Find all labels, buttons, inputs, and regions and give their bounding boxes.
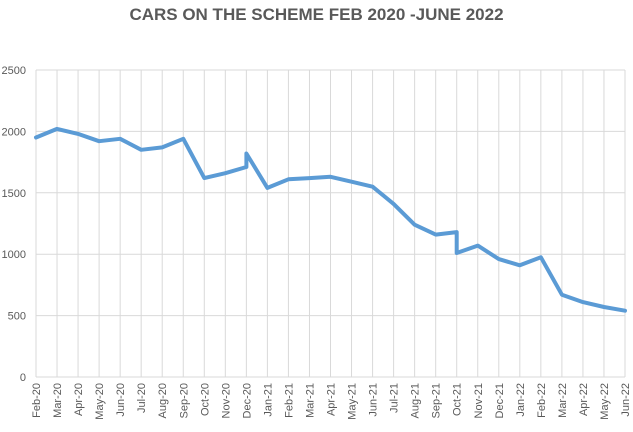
data-point <box>581 300 585 304</box>
data-point <box>476 244 480 248</box>
x-tick-label: Aug-20 <box>157 383 169 418</box>
data-point <box>55 127 59 131</box>
data-point <box>413 223 417 227</box>
data-point <box>181 137 185 141</box>
data-point <box>244 152 248 156</box>
data-point <box>139 148 143 152</box>
x-tick-label: May-22 <box>599 383 611 420</box>
x-tick-label: Jul-21 <box>389 383 401 413</box>
x-tick-label: Sep-20 <box>178 383 190 418</box>
x-tick-label: Apr-20 <box>73 383 85 416</box>
x-tick-label: Jun-21 <box>368 383 380 417</box>
data-point <box>497 257 501 261</box>
x-tick-label: Nov-20 <box>220 383 232 418</box>
data-point <box>202 176 206 180</box>
x-tick-label: Dec-21 <box>494 383 506 418</box>
x-tick-label: Feb-21 <box>283 383 295 418</box>
data-point <box>350 180 354 184</box>
data-point <box>392 202 396 206</box>
x-tick-label: Feb-20 <box>31 383 43 418</box>
x-tick-label: Mar-20 <box>52 383 64 418</box>
y-tick-label: 1000 <box>2 249 26 261</box>
data-point <box>455 251 459 255</box>
x-tick-label: Nov-21 <box>473 383 485 418</box>
x-tick-label: May-20 <box>94 383 106 420</box>
data-point <box>223 171 227 175</box>
data-point <box>76 132 80 136</box>
x-tick-label: Apr-21 <box>326 383 338 416</box>
y-tick-label: 0 <box>20 372 26 384</box>
data-point <box>34 136 38 140</box>
x-tick-label: Aug-21 <box>410 383 422 418</box>
series-line <box>34 126 627 313</box>
x-tick-label: Jul-20 <box>136 383 148 413</box>
data-point <box>602 305 606 309</box>
data-point <box>560 293 564 297</box>
data-point <box>307 176 311 180</box>
x-tick-label: Oct-21 <box>452 383 464 416</box>
x-tick-label: Sep-21 <box>431 383 443 418</box>
x-tick-label: Feb-22 <box>536 383 548 418</box>
x-tick-label: Mar-21 <box>304 383 316 418</box>
data-point <box>371 185 375 189</box>
data-point <box>286 177 290 181</box>
data-point <box>518 263 522 267</box>
y-tick-label: 1500 <box>2 188 26 200</box>
data-point <box>97 139 101 143</box>
y-tick-label: 2000 <box>2 126 26 138</box>
x-tick-label: Dec-20 <box>241 383 253 418</box>
x-tick-label: Jan-22 <box>515 383 527 417</box>
y-tick-label: 500 <box>8 311 26 323</box>
data-point <box>455 230 459 234</box>
x-tick-label: Jan-21 <box>262 383 274 417</box>
data-point <box>539 255 543 259</box>
data-point <box>329 175 333 179</box>
data-point <box>265 186 269 190</box>
data-point <box>623 309 627 313</box>
x-tick-label: Mar-22 <box>557 383 569 418</box>
data-point <box>244 165 248 169</box>
x-tick-label: Apr-22 <box>578 383 590 416</box>
y-tick-label: 2500 <box>2 65 26 77</box>
chart-title: CARS ON THE SCHEME FEB 2020 -JUNE 2022 <box>129 5 504 24</box>
x-tick-label: Jun-20 <box>115 383 127 417</box>
data-point <box>434 233 438 237</box>
x-tick-label: Oct-20 <box>199 383 211 416</box>
data-point <box>160 145 164 149</box>
x-tick-label: May-21 <box>347 383 359 420</box>
x-tick-label: Jun-22 <box>620 383 632 417</box>
data-point <box>118 137 122 141</box>
